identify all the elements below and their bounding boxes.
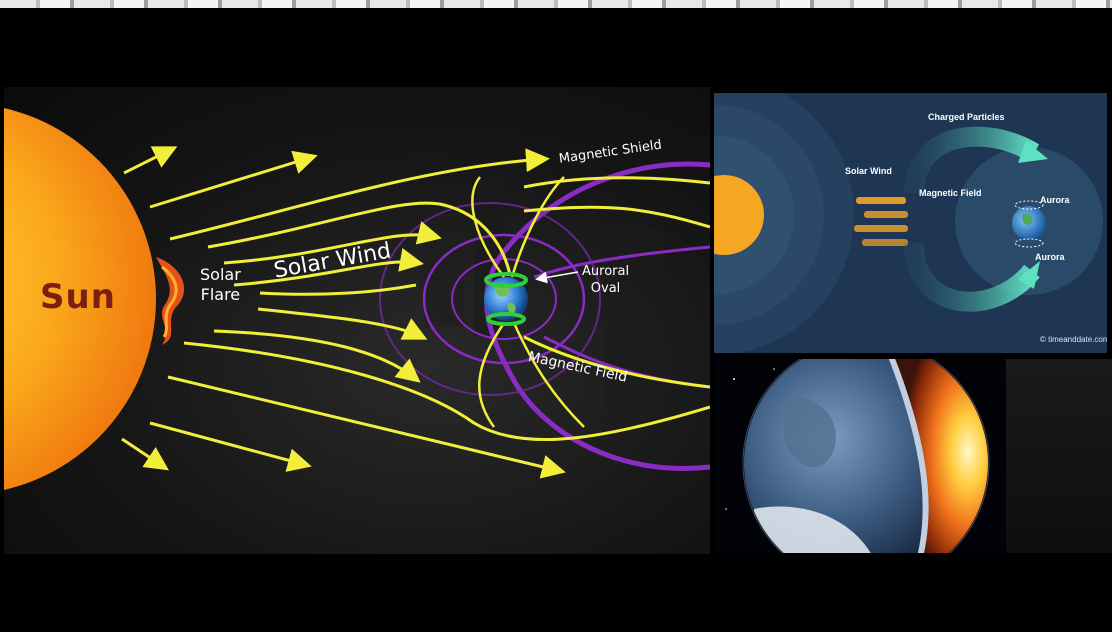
earth-core-image [714,359,1107,553]
solar-flare-label-line2: Flare [200,285,241,304]
solar-flare-label: Solar Flare [200,265,241,305]
charged-particles-label: Charged Particles [928,112,1005,122]
auroral-oval-label-line1: Auroral [582,264,630,279]
solar-wind-magnetosphere-diagram: Sun Solar Wind Solar Flare Magnetic Shie… [4,87,710,554]
magnetic-field-label-small: Magnetic Field [919,188,982,198]
aurora-bottom-label: Aurora [1035,252,1065,262]
auroral-oval-label: Auroral Oval [582,263,629,297]
image-credit: © timeanddate.com [1040,335,1107,344]
magnetosphere-illustration [4,108,710,490]
auroral-oval-bottom [486,312,526,326]
aurora-top-label: Aurora [1040,195,1070,205]
aurora-formation-illustration [714,93,1103,353]
sun-label: Sun [40,277,116,317]
background-city-edge [1006,359,1112,553]
solar-flare-label-line1: Solar [200,265,241,284]
sun-icon [714,175,764,255]
solar-flare-icon [156,257,185,345]
earth-cross-section-icon [725,359,1085,553]
earth-icon [484,277,528,321]
solar-wind-label-small: Solar Wind [845,166,892,176]
top-image-strip [0,0,1112,8]
auroral-oval-label-line2: Oval [590,281,621,296]
aurora-formation-diagram: Charged Particles Solar Wind Magnetic Fi… [714,93,1107,353]
auroral-oval-top [484,272,528,288]
sun-icon [4,108,156,490]
